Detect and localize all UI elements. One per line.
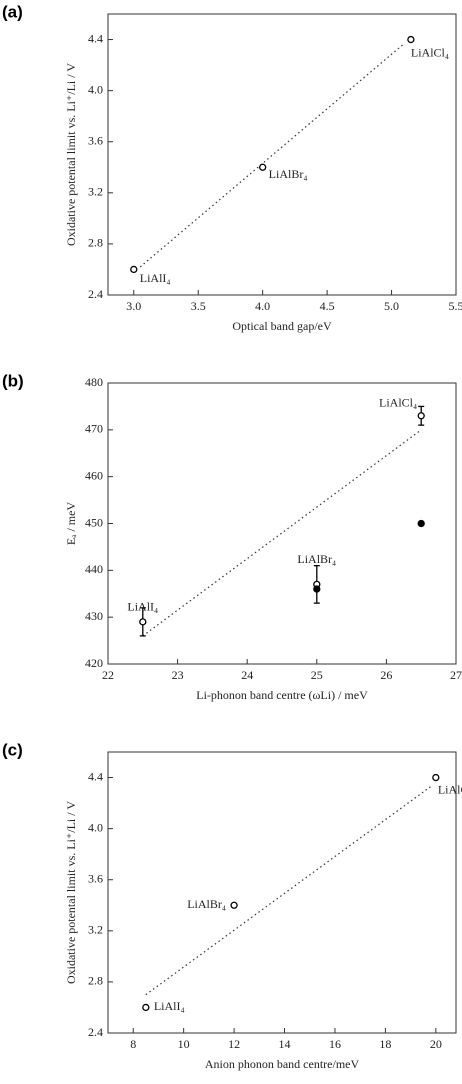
panel: (a) 3.0 3.5 4.0 4.5 5.0 5.5 2.4 2.8 3.2 3.6 4.0 4.4 O…	[2, 2, 462, 332]
y-tick-label: 4.0	[88, 820, 103, 834]
trend-line	[145, 786, 432, 996]
y-tick-label: 420	[85, 656, 103, 670]
y-tick-label: 3.2	[88, 923, 103, 937]
point	[407, 35, 415, 44]
point	[142, 1003, 150, 1012]
y-tick-label: 450	[85, 515, 103, 529]
x-axis-label: Li-phonon band centre (ωLi) / meV	[196, 688, 368, 702]
x-tick-label: 20	[430, 1037, 442, 1051]
x-tick-label: 5.5	[449, 299, 462, 313]
panel-label: (a)	[2, 2, 23, 21]
trend-line	[139, 42, 405, 268]
x-tick-label: 3.5	[191, 299, 206, 313]
x-axis-label: Optical band gap/eV	[232, 319, 332, 333]
point	[230, 901, 238, 909]
plot-frame	[107, 751, 457, 1034]
x-tick-label: 26	[380, 668, 392, 682]
y-tick-label: 4.0	[88, 82, 103, 96]
point	[417, 412, 425, 420]
point	[417, 519, 425, 528]
y-tick-label: 2.8	[88, 236, 103, 250]
y-tick-label: 3.6	[88, 871, 103, 885]
panel: (b) 22 23 24 25 26 27 420 430 440 450 460 470 480 Li-p…	[2, 371, 462, 701]
x-tick-label: 8	[130, 1037, 136, 1051]
x-tick-label: 3.0	[126, 299, 141, 313]
x-tick-label: 10	[178, 1037, 190, 1051]
trend-line	[142, 429, 422, 637]
y-tick-label: 4.4	[88, 769, 103, 783]
plot-frame	[107, 13, 457, 296]
point-label: LiAlBr₄	[269, 167, 308, 181]
y-axis-label: Eₐ / meV	[64, 502, 78, 546]
point	[259, 163, 267, 171]
point	[313, 585, 321, 593]
point	[432, 773, 440, 782]
point-label: LiAlCl₄	[379, 396, 417, 410]
point	[139, 618, 147, 626]
y-tick-label: 440	[85, 562, 103, 576]
point-label: LiAlBr₄	[297, 552, 336, 566]
point-label: LiAlI₄	[127, 600, 158, 614]
point-label: LiAlCl₄	[411, 45, 449, 59]
x-tick-label: 18	[379, 1037, 391, 1051]
panel-label: (c)	[2, 740, 23, 759]
x-tick-label: 5.0	[384, 299, 399, 313]
panel: (c) 8 10 12 14 16 18 20 2.4 2.8 3.2 3.6 4.0 4.4 Anion …	[2, 740, 462, 1070]
x-tick-label: 23	[172, 668, 184, 682]
y-axis-label: Oxidative potental limit vs. Li⁺/Li / V	[64, 63, 78, 246]
point-label: LiAlI₄	[140, 271, 171, 285]
y-tick-label: 480	[85, 375, 103, 389]
y-tick-label: 460	[85, 468, 103, 482]
y-tick-label: 430	[85, 609, 103, 623]
x-tick-label: 16	[329, 1037, 341, 1051]
y-tick-label: 3.2	[88, 185, 103, 199]
y-tick-label: 2.4	[88, 1025, 103, 1039]
x-tick-label: 14	[279, 1037, 291, 1051]
y-tick-label: 4.4	[88, 31, 103, 45]
y-tick-label: 470	[85, 422, 103, 436]
y-tick-label: 3.6	[88, 133, 103, 147]
x-tick-label: 25	[311, 668, 323, 682]
point-label: LiAlI₄	[154, 999, 185, 1013]
x-tick-label: 4.5	[320, 299, 335, 313]
x-tick-label: 12	[228, 1037, 240, 1051]
x-tick-label: 22	[102, 668, 114, 682]
x-tick-label: 24	[241, 668, 253, 682]
point	[130, 265, 138, 274]
y-tick-label: 2.4	[88, 287, 103, 301]
y-axis-label: Oxidative potental limit vs. Li⁺/Li / V	[64, 801, 78, 984]
x-axis-label: Anion phonon band centre/meV	[205, 1057, 360, 1071]
point-label: LiAlBr₄	[187, 897, 226, 911]
y-tick-label: 2.8	[88, 974, 103, 988]
x-tick-label: 4.0	[255, 299, 270, 313]
x-tick-label: 27	[450, 668, 462, 682]
point-label: LiAlCl₄	[438, 782, 462, 796]
panel-label: (b)	[2, 371, 24, 390]
plot-frame	[107, 382, 457, 665]
